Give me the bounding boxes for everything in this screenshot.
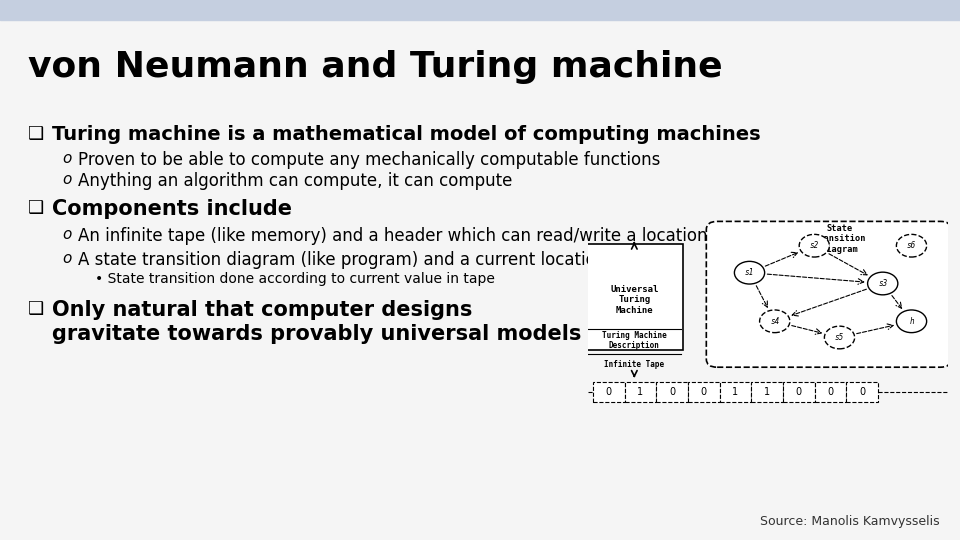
Text: s3: s3 [878, 279, 887, 288]
Bar [625, 382, 657, 402]
Text: A state transition diagram (like program) and a current location (like pc): A state transition diagram (like program… [78, 251, 678, 269]
Circle shape [897, 234, 926, 257]
Text: gravitate towards provably universal models: gravitate towards provably universal mod… [52, 324, 582, 344]
Bar [593, 382, 625, 402]
Text: s1: s1 [745, 268, 755, 277]
Circle shape [897, 310, 926, 333]
Text: von Neumann and Turing machine: von Neumann and Turing machine [28, 50, 723, 84]
Circle shape [799, 234, 829, 257]
Text: State
Transition
Diagram: State Transition Diagram [813, 224, 866, 254]
Text: 1: 1 [637, 387, 643, 397]
Text: 1: 1 [764, 387, 770, 397]
Bar [815, 382, 847, 402]
Text: Universal
Turing
Machine: Universal Turing Machine [611, 285, 659, 315]
Bar [847, 382, 878, 402]
Bar [0, 0, 960, 20]
Bar [657, 382, 688, 402]
Text: o: o [62, 227, 71, 242]
Text: Anything an algorithm can compute, it can compute: Anything an algorithm can compute, it ca… [78, 172, 513, 190]
Text: ❑: ❑ [28, 125, 44, 143]
Text: 0: 0 [859, 387, 865, 397]
Text: o: o [62, 251, 71, 266]
Text: s4: s4 [770, 317, 780, 326]
Bar [752, 382, 783, 402]
Bar [783, 382, 815, 402]
FancyBboxPatch shape [586, 244, 683, 350]
Circle shape [734, 261, 764, 284]
Text: ❑: ❑ [28, 199, 44, 217]
Bar [720, 382, 752, 402]
Text: 0: 0 [701, 387, 707, 397]
Text: s5: s5 [835, 333, 844, 342]
Bar [688, 382, 720, 402]
Text: • State transition done according to current value in tape: • State transition done according to cur… [95, 272, 494, 286]
Text: 0: 0 [669, 387, 675, 397]
Text: Turing machine is a mathematical model of computing machines: Turing machine is a mathematical model o… [52, 125, 760, 144]
Text: h: h [909, 317, 914, 326]
Text: ❑: ❑ [28, 300, 44, 318]
Circle shape [759, 310, 790, 333]
Text: 0: 0 [828, 387, 833, 397]
Text: Source: Manolis Kamvysselis: Source: Manolis Kamvysselis [760, 515, 940, 528]
Text: o: o [62, 172, 71, 187]
Circle shape [868, 272, 898, 295]
Text: 0: 0 [796, 387, 802, 397]
Text: Proven to be able to compute any mechanically computable functions: Proven to be able to compute any mechani… [78, 151, 660, 169]
Circle shape [825, 326, 854, 349]
Text: Only natural that computer designs: Only natural that computer designs [52, 300, 472, 320]
Text: 1: 1 [732, 387, 738, 397]
Text: Turing Machine
Description: Turing Machine Description [602, 330, 666, 350]
Text: 0: 0 [606, 387, 612, 397]
Text: o: o [62, 151, 71, 166]
Text: Components include: Components include [52, 199, 292, 219]
FancyBboxPatch shape [707, 221, 951, 367]
Text: s6: s6 [907, 241, 916, 250]
Text: s2: s2 [809, 241, 819, 250]
Text: Infinite Tape: Infinite Tape [604, 360, 664, 369]
Text: An infinite tape (like memory) and a header which can read/write a location: An infinite tape (like memory) and a hea… [78, 227, 708, 245]
